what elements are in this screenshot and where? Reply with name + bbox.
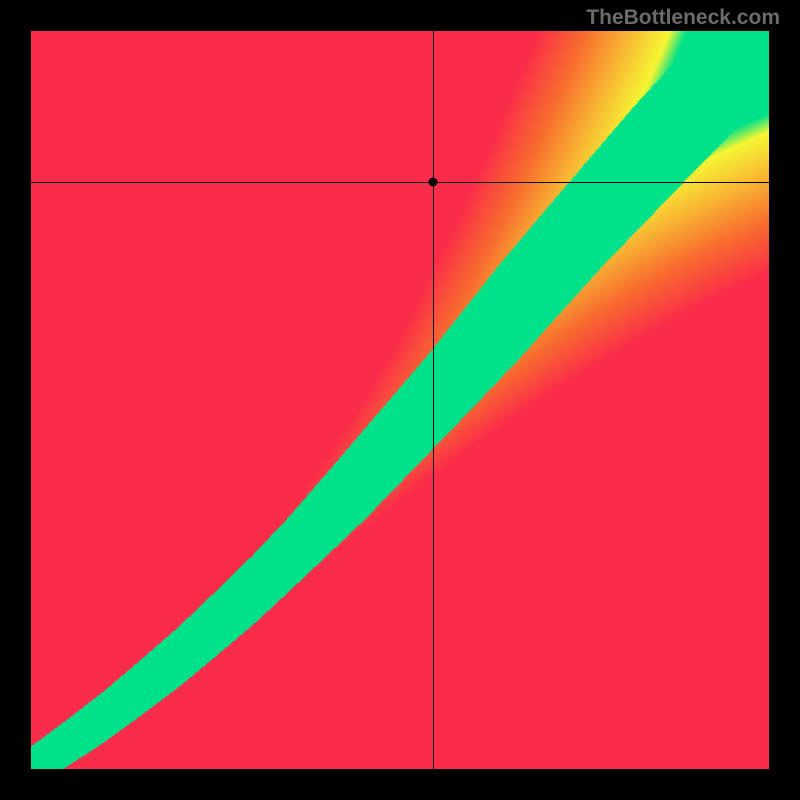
watermark: TheBottleneck.com <box>586 6 780 30</box>
heatmap-canvas <box>31 31 769 769</box>
crosshair-horizontal <box>31 182 769 183</box>
heatmap-plot <box>31 31 769 769</box>
crosshair-vertical <box>433 31 434 769</box>
marker-dot <box>429 178 438 187</box>
